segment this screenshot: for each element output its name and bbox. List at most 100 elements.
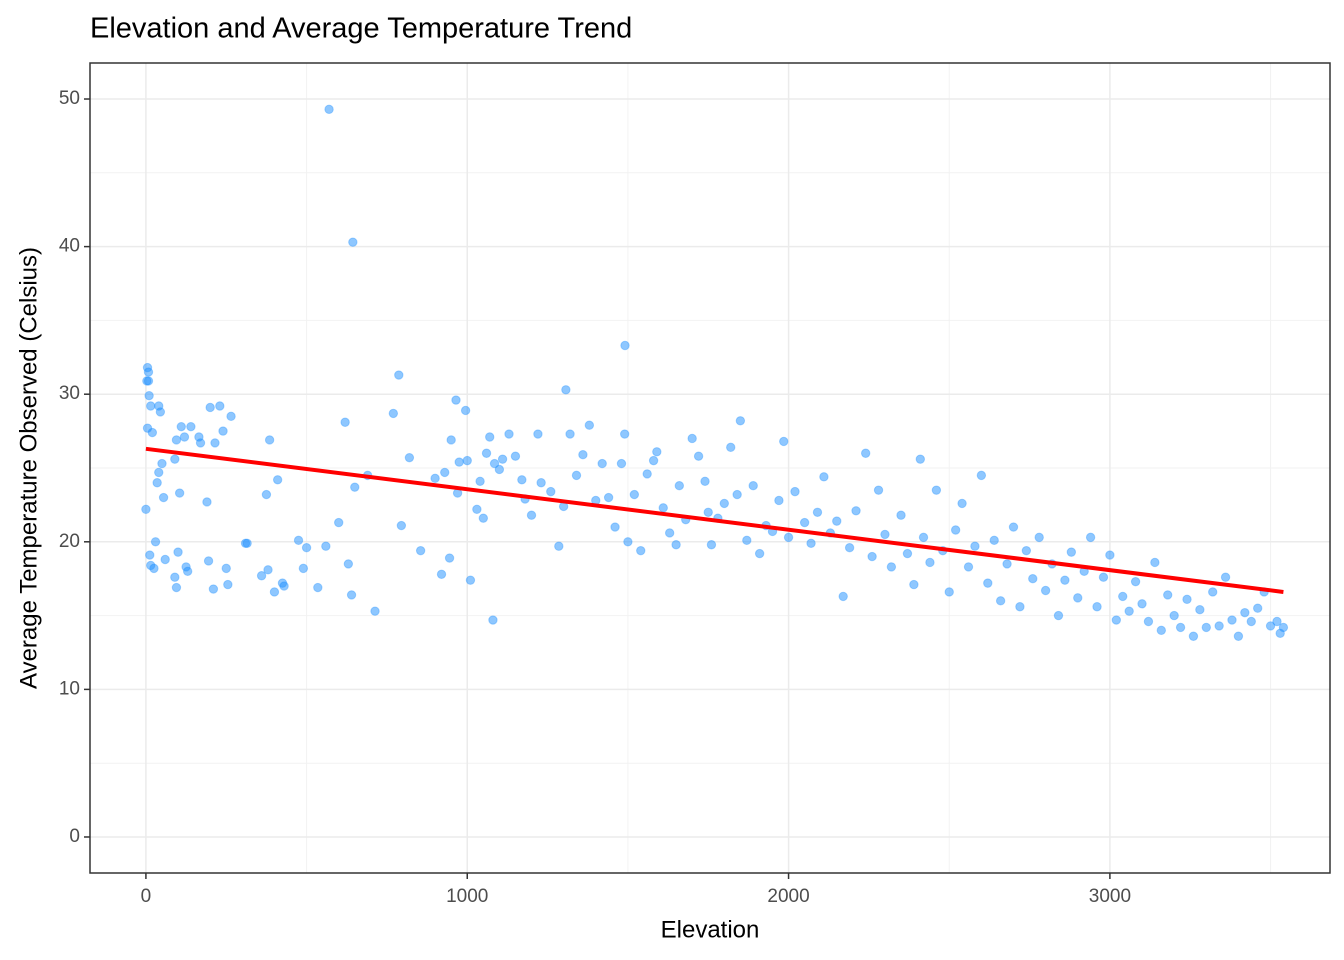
point (334, 517, 344, 528)
point (902, 548, 913, 559)
point (170, 454, 180, 464)
point (909, 579, 919, 590)
point (700, 476, 710, 486)
point (1085, 532, 1096, 543)
point (517, 475, 527, 485)
point (396, 520, 407, 531)
point (619, 429, 630, 439)
point (944, 587, 954, 597)
y-tick-label: 20 (59, 531, 80, 552)
point (1053, 610, 1064, 621)
point (886, 562, 897, 572)
point (269, 587, 280, 597)
point (1278, 622, 1289, 633)
point (658, 503, 668, 513)
point (693, 451, 704, 461)
point (462, 455, 472, 466)
point (154, 401, 164, 411)
point (158, 492, 169, 503)
point (149, 563, 159, 574)
point (565, 429, 575, 439)
y-axis-label: Average Temperature Observed (Celsius) (15, 247, 42, 689)
point (176, 421, 186, 432)
point (554, 541, 564, 551)
point (215, 401, 225, 411)
point (1137, 599, 1147, 609)
point (983, 578, 993, 588)
point (616, 458, 627, 469)
point (444, 553, 455, 563)
point (321, 541, 331, 551)
point (623, 537, 633, 547)
point (536, 478, 546, 488)
point (779, 436, 789, 447)
x-tick-label: 2000 (767, 886, 809, 907)
point (440, 467, 450, 478)
point (182, 566, 193, 577)
point (394, 370, 404, 380)
y-tick-label: 50 (59, 88, 80, 109)
point (636, 545, 646, 556)
point (1208, 587, 1218, 597)
point (671, 540, 681, 550)
point (819, 472, 829, 482)
point (603, 492, 614, 503)
point (489, 458, 500, 469)
point (370, 606, 380, 616)
point (976, 470, 987, 481)
point (648, 455, 659, 466)
point (806, 538, 816, 548)
point (719, 498, 729, 509)
point (1220, 572, 1231, 582)
point (1214, 621, 1224, 631)
point (152, 478, 162, 488)
point (799, 517, 810, 528)
point (510, 451, 521, 461)
point (812, 507, 823, 517)
point (340, 417, 350, 427)
point (298, 563, 309, 574)
point (652, 447, 662, 457)
point (1188, 631, 1199, 641)
y-tick-label: 10 (59, 678, 80, 699)
point (1169, 610, 1179, 621)
point (436, 569, 447, 579)
point (481, 448, 492, 458)
point (1272, 616, 1282, 627)
point (571, 470, 582, 481)
point (851, 506, 861, 516)
point (526, 510, 537, 520)
point (989, 535, 999, 546)
point (1246, 616, 1256, 627)
point (674, 481, 685, 491)
point (146, 401, 156, 411)
point (150, 537, 161, 547)
point (1253, 603, 1263, 613)
point (732, 489, 742, 500)
point (1105, 550, 1115, 560)
point (415, 545, 426, 556)
point (475, 476, 485, 486)
point (157, 458, 167, 469)
point (963, 562, 974, 572)
point (451, 395, 461, 405)
point (205, 402, 215, 413)
point (1021, 545, 1032, 556)
point (995, 596, 1006, 606)
point (703, 507, 713, 517)
point (143, 367, 154, 377)
point (642, 469, 652, 479)
point (430, 473, 440, 484)
point (343, 559, 354, 569)
point (1233, 631, 1244, 641)
point (203, 556, 214, 566)
trend-line (145, 446, 1284, 594)
point (844, 543, 855, 553)
point (446, 435, 456, 445)
point (454, 457, 464, 467)
point (293, 535, 304, 546)
point (915, 454, 926, 464)
point (218, 426, 228, 436)
point (561, 385, 571, 395)
point (748, 481, 758, 491)
